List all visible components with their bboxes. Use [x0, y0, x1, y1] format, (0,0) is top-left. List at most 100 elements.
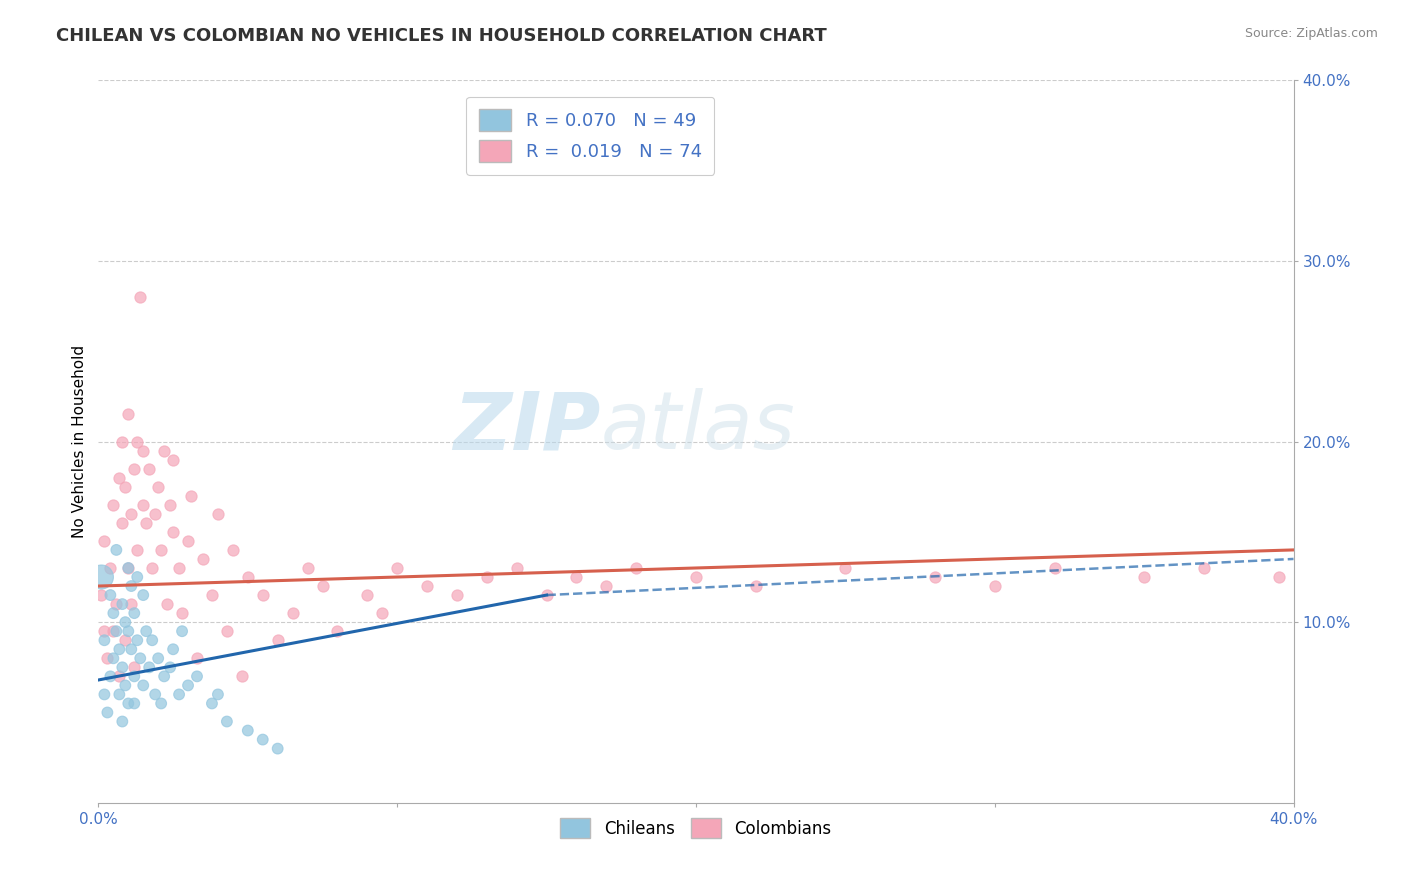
- Point: [150, 542, 173, 557]
- Point: [103, 606, 125, 620]
- Point: [267, 633, 290, 648]
- Point: [148, 651, 170, 665]
- Point: [177, 533, 200, 548]
- Point: [103, 498, 125, 512]
- Point: [172, 606, 194, 620]
- Point: [135, 624, 157, 639]
- Point: [138, 660, 160, 674]
- Point: [506, 561, 529, 575]
- Point: [150, 697, 173, 711]
- Point: [120, 507, 142, 521]
- Point: [201, 588, 224, 602]
- Text: atlas: atlas: [600, 388, 796, 467]
- Point: [215, 624, 238, 639]
- Point: [1133, 570, 1156, 584]
- Point: [236, 570, 259, 584]
- Point: [93, 624, 115, 639]
- Point: [162, 452, 184, 467]
- Point: [281, 606, 304, 620]
- Point: [135, 516, 157, 530]
- Point: [1267, 570, 1289, 584]
- Point: [371, 606, 394, 620]
- Point: [96, 706, 118, 720]
- Point: [252, 732, 274, 747]
- Point: [114, 633, 136, 648]
- Point: [132, 678, 155, 692]
- Point: [98, 669, 122, 683]
- Point: [117, 408, 139, 422]
- Point: [159, 498, 181, 512]
- Point: [924, 570, 946, 584]
- Point: [191, 552, 214, 566]
- Point: [114, 678, 136, 692]
- Point: [267, 741, 290, 756]
- Point: [311, 579, 333, 593]
- Point: [416, 579, 439, 593]
- Point: [111, 597, 134, 611]
- Point: [685, 570, 707, 584]
- Point: [90, 570, 112, 584]
- Point: [172, 624, 194, 639]
- Point: [108, 642, 131, 657]
- Point: [124, 606, 146, 620]
- Point: [326, 624, 349, 639]
- Point: [105, 597, 128, 611]
- Point: [129, 651, 152, 665]
- Point: [252, 588, 274, 602]
- Point: [595, 579, 617, 593]
- Point: [93, 687, 115, 701]
- Point: [111, 714, 134, 729]
- Point: [117, 697, 139, 711]
- Point: [108, 687, 131, 701]
- Point: [96, 651, 118, 665]
- Point: [93, 633, 115, 648]
- Point: [124, 660, 146, 674]
- Point: [834, 561, 856, 575]
- Point: [132, 588, 155, 602]
- Point: [148, 480, 170, 494]
- Legend: Chileans, Colombians: Chileans, Colombians: [554, 812, 838, 845]
- Point: [124, 697, 146, 711]
- Point: [120, 579, 142, 593]
- Point: [153, 669, 176, 683]
- Point: [105, 624, 128, 639]
- Point: [162, 642, 184, 657]
- Point: [98, 588, 122, 602]
- Point: [111, 516, 134, 530]
- Point: [153, 443, 176, 458]
- Point: [180, 489, 202, 503]
- Point: [103, 651, 125, 665]
- Point: [207, 687, 229, 701]
- Point: [626, 561, 648, 575]
- Point: [127, 434, 149, 449]
- Point: [446, 588, 468, 602]
- Point: [143, 507, 166, 521]
- Point: [159, 660, 181, 674]
- Point: [108, 669, 131, 683]
- Point: [984, 579, 1007, 593]
- Point: [167, 561, 190, 575]
- Point: [745, 579, 768, 593]
- Point: [475, 570, 498, 584]
- Point: [117, 561, 139, 575]
- Point: [186, 651, 208, 665]
- Point: [108, 471, 131, 485]
- Point: [156, 597, 179, 611]
- Point: [117, 624, 139, 639]
- Point: [162, 524, 184, 539]
- Point: [111, 660, 134, 674]
- Point: [177, 678, 200, 692]
- Point: [167, 687, 190, 701]
- Point: [231, 669, 253, 683]
- Point: [124, 461, 146, 475]
- Y-axis label: No Vehicles in Household: No Vehicles in Household: [72, 345, 87, 538]
- Point: [132, 498, 155, 512]
- Point: [138, 461, 160, 475]
- Point: [207, 507, 229, 521]
- Text: Source: ZipAtlas.com: Source: ZipAtlas.com: [1244, 27, 1378, 40]
- Point: [127, 633, 149, 648]
- Point: [215, 714, 238, 729]
- Point: [132, 443, 155, 458]
- Point: [356, 588, 378, 602]
- Point: [141, 633, 163, 648]
